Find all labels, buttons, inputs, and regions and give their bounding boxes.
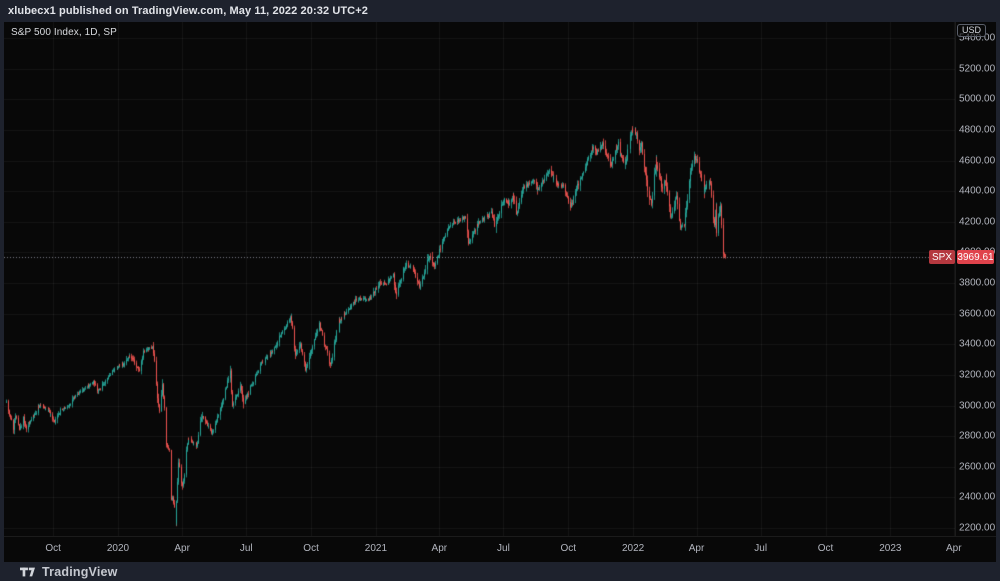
price-tick-label: 2600.00 bbox=[959, 461, 996, 473]
time-tick-label: Apr bbox=[174, 543, 190, 554]
symbol-legend[interactable]: S&P 500 Index, 1D, SP bbox=[11, 27, 117, 38]
time-tick-label: Apr bbox=[945, 543, 962, 554]
price-tick-label: 5400.00 bbox=[959, 32, 996, 44]
last-price-badges: SPX 3969.61 bbox=[929, 250, 994, 264]
publish-header-bar: xlubecx1 published on TradingView.com, M… bbox=[0, 0, 1000, 22]
price-tick-label: 2200.00 bbox=[959, 522, 996, 534]
time-tick-label: Oct bbox=[817, 543, 834, 554]
price-tick-label: 2800.00 bbox=[959, 430, 996, 442]
price-tick-label: 3600.00 bbox=[959, 308, 996, 320]
symbol-badge: SPX bbox=[929, 250, 955, 264]
time-tick-label: Jul bbox=[239, 543, 253, 554]
price-tick-label: 4800.00 bbox=[959, 124, 996, 136]
time-tick-label: Oct bbox=[303, 543, 319, 554]
time-tick-label: 2022 bbox=[622, 543, 645, 554]
price-tick-label: 4600.00 bbox=[959, 155, 996, 166]
time-tick-label: 2021 bbox=[364, 543, 388, 554]
publish-text: xlubecx1 published on TradingView.com, M… bbox=[8, 5, 368, 17]
price-axis[interactable]: 5400.00 5200.00 5000.00 4800.00 4600.00 4400.… bbox=[955, 22, 997, 536]
time-tick-label: Jul bbox=[754, 543, 768, 554]
time-tick-label: Oct bbox=[560, 543, 577, 554]
time-tick-label: Apr bbox=[688, 543, 705, 554]
price-tick-label: 3200.00 bbox=[959, 369, 996, 381]
footer-bar: TradingView bbox=[0, 562, 1000, 581]
price-tick-label: 3800.00 bbox=[959, 277, 996, 289]
time-tick-label: 2020 bbox=[106, 543, 130, 554]
symbol-legend-label: S&P 500 Index, 1D, SP bbox=[11, 27, 117, 38]
chart-panel: S&P 500 Index, 1D, SP USD 5400.00 5200.00… bbox=[4, 22, 996, 562]
price-tick-label: 5000.00 bbox=[959, 93, 996, 105]
price-tick-label: 3400.00 bbox=[959, 338, 996, 350]
price-tick-label: 2400.00 bbox=[959, 491, 996, 503]
tradingview-logo-icon[interactable] bbox=[20, 567, 35, 577]
currency-label: USD bbox=[962, 25, 982, 35]
time-axis[interactable]: Oct 2020 Apr Jul Oct 2021 Apr Jul Oct 2022 Apr Jul O… bbox=[4, 536, 996, 563]
price-tick-label: 3000.00 bbox=[959, 400, 996, 411]
last-price-badge: 3969.61 bbox=[957, 250, 994, 264]
price-tick-label: 5200.00 bbox=[959, 63, 996, 75]
time-tick-label: 2023 bbox=[879, 543, 902, 554]
tradingview-brand-link[interactable]: TradingView bbox=[42, 564, 118, 579]
currency-toggle[interactable]: USD bbox=[957, 24, 987, 37]
price-tick-label: 4400.00 bbox=[959, 185, 996, 197]
time-tick-label: Jul bbox=[497, 543, 510, 554]
price-chart[interactable] bbox=[4, 22, 955, 536]
time-tick-label: Apr bbox=[431, 543, 448, 554]
price-tick-label: 4200.00 bbox=[959, 216, 996, 228]
time-tick-label: Oct bbox=[45, 543, 61, 554]
